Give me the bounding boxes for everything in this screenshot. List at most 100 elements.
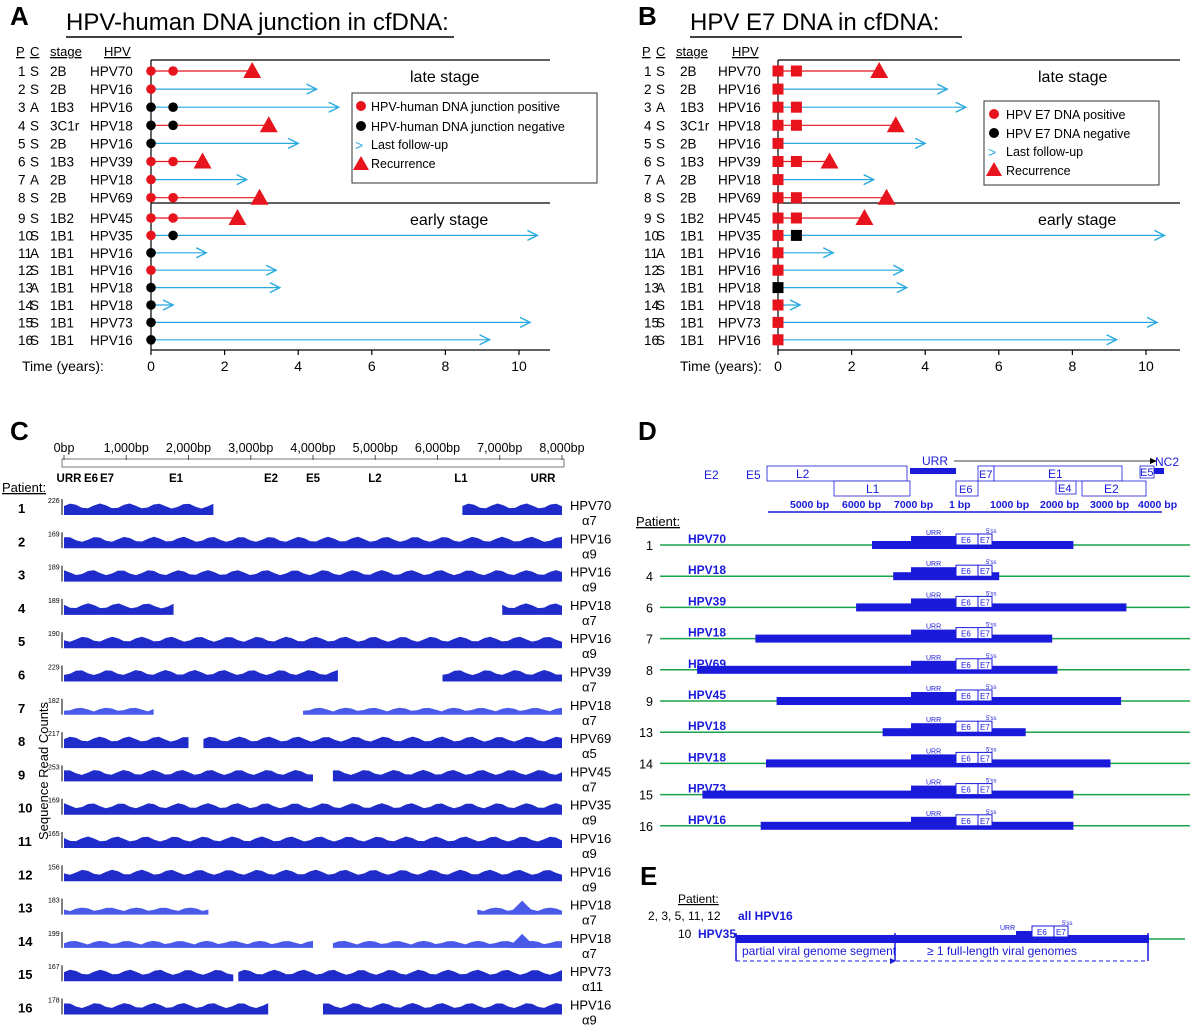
coverage-segment	[238, 969, 563, 982]
e7-label: E7	[980, 754, 990, 763]
cohort: S	[30, 82, 39, 97]
positive-marker	[146, 265, 156, 276]
coverage-segment	[303, 707, 562, 715]
hpv-type: HPV16	[570, 531, 611, 546]
patient-id: 15	[644, 315, 659, 330]
bp-tick-label: 0bp	[54, 441, 75, 455]
viral-segment	[760, 821, 1074, 830]
positive-marker	[772, 119, 784, 131]
gene-label: E6	[84, 473, 98, 485]
stage: 2B	[50, 64, 67, 79]
patient-row: 15S 1B1 HPV73	[18, 315, 532, 330]
followup-marker	[896, 281, 909, 294]
positive-marker	[168, 192, 178, 203]
stage: 3C1r	[50, 118, 80, 133]
urr-label: URR	[926, 530, 941, 537]
ss-label: 5'ss	[1062, 921, 1072, 927]
cohort: A	[656, 100, 665, 115]
genome-map: E2 E5 L2 L1 URR E6 E7 E1 E4 E2 E5 NC2	[704, 454, 1179, 513]
patient-row: 5 S 2B HPV16	[644, 136, 927, 151]
bp-tick-label: 4,000bp	[290, 441, 335, 455]
panel-a: A HPV-human DNA junction in cfDNA: P C s…	[10, 1, 598, 374]
patient-row: 15S 1B1 HPV73	[644, 315, 1159, 330]
recurrence-marker	[877, 188, 896, 205]
viral-segment	[882, 728, 1026, 737]
patient-row: 7 A 2B HPV18	[18, 173, 249, 188]
x-tick-label: 10	[511, 358, 527, 374]
legend-recurrence: Recurrence	[371, 157, 436, 171]
coverage-segment	[462, 503, 562, 515]
x-tick-label: 0	[147, 358, 155, 374]
header-c: C	[30, 44, 39, 59]
integration-row: 13 HPV18 URR E6 E75'ss	[639, 716, 1190, 740]
hpv-type: HPV16	[90, 333, 133, 348]
urr-label: URR	[926, 748, 941, 755]
x-tick-label: 8	[442, 358, 450, 374]
legend-positive: HPV E7 DNA positive	[1006, 108, 1126, 122]
hpv-type: HPV69	[718, 191, 761, 206]
hpv-type: HPV18	[90, 173, 133, 188]
patient-id: 6	[18, 668, 25, 683]
positive-marker	[772, 83, 784, 95]
bp-label: 2000 bp	[1040, 499, 1079, 511]
patient-row: 13A 1B1 HPV18	[18, 281, 282, 296]
gene-label: E5	[306, 473, 321, 485]
hpv-type: HPV45	[718, 211, 761, 226]
stage: 2B	[680, 64, 697, 79]
legend-followup: Last follow-up	[371, 138, 448, 152]
patient-id: 2	[644, 82, 652, 97]
e7-label: E7	[1056, 928, 1066, 937]
hpv-type: HPV18	[718, 173, 761, 188]
cohort: S	[30, 136, 39, 151]
e7-label: E7	[980, 786, 990, 795]
clade: α7	[582, 513, 597, 528]
followup-marker	[527, 229, 539, 242]
stage: 2B	[680, 82, 697, 97]
ss-label: 5'ss	[986, 623, 996, 629]
late-stage-label: late stage	[410, 69, 479, 86]
followup-marker	[1146, 316, 1159, 329]
coverage-segment	[64, 907, 209, 915]
followup-marker	[955, 101, 968, 113]
e7-box	[977, 658, 993, 671]
urr-block	[911, 536, 956, 542]
patient-id: 13	[639, 726, 653, 740]
patient-id: 16	[18, 1001, 32, 1016]
legend-negative-marker	[356, 121, 366, 131]
legend-box	[351, 92, 598, 184]
panel-title: HPV E7 DNA in cfDNA:	[690, 9, 939, 36]
stage: 2B	[680, 136, 697, 151]
map-box-e4	[1055, 480, 1077, 495]
patient-id: 1	[18, 64, 26, 79]
hpv-type: HPV73	[718, 315, 761, 330]
followup-marker	[479, 334, 492, 346]
header-stage: stage	[676, 44, 708, 59]
hpv-type: HPV16	[570, 998, 611, 1013]
time-axis-label: Time (years):	[680, 358, 762, 374]
cohort: A	[30, 173, 39, 188]
urr-label: URR	[926, 780, 941, 787]
viral-segment	[893, 572, 1000, 581]
max-read-count: 169	[48, 531, 60, 538]
patient-id: 4	[644, 118, 652, 133]
stage: 2B	[50, 82, 67, 97]
e7-box	[977, 533, 993, 546]
hpv-type: HPV16	[570, 565, 611, 580]
followup-marker	[1106, 334, 1119, 346]
map-label-l2: L2	[796, 467, 810, 481]
patient-row: 16S 1B1 HPV16	[644, 333, 1119, 348]
coverage-segment	[64, 503, 214, 515]
patient-row: 12S 1B1 HPV16	[644, 263, 905, 278]
urr-label: URR	[926, 811, 941, 818]
clade: α9	[582, 879, 597, 894]
clade: α9	[582, 646, 597, 661]
max-read-count: 190	[48, 631, 60, 638]
legend-positive-marker	[356, 101, 366, 111]
negative-marker	[146, 317, 156, 328]
positive-marker	[772, 299, 784, 311]
max-read-count: 165	[48, 831, 60, 838]
positive-marker	[790, 192, 802, 204]
positive-marker	[772, 192, 784, 204]
bp-label: 5000 bp	[790, 499, 829, 511]
